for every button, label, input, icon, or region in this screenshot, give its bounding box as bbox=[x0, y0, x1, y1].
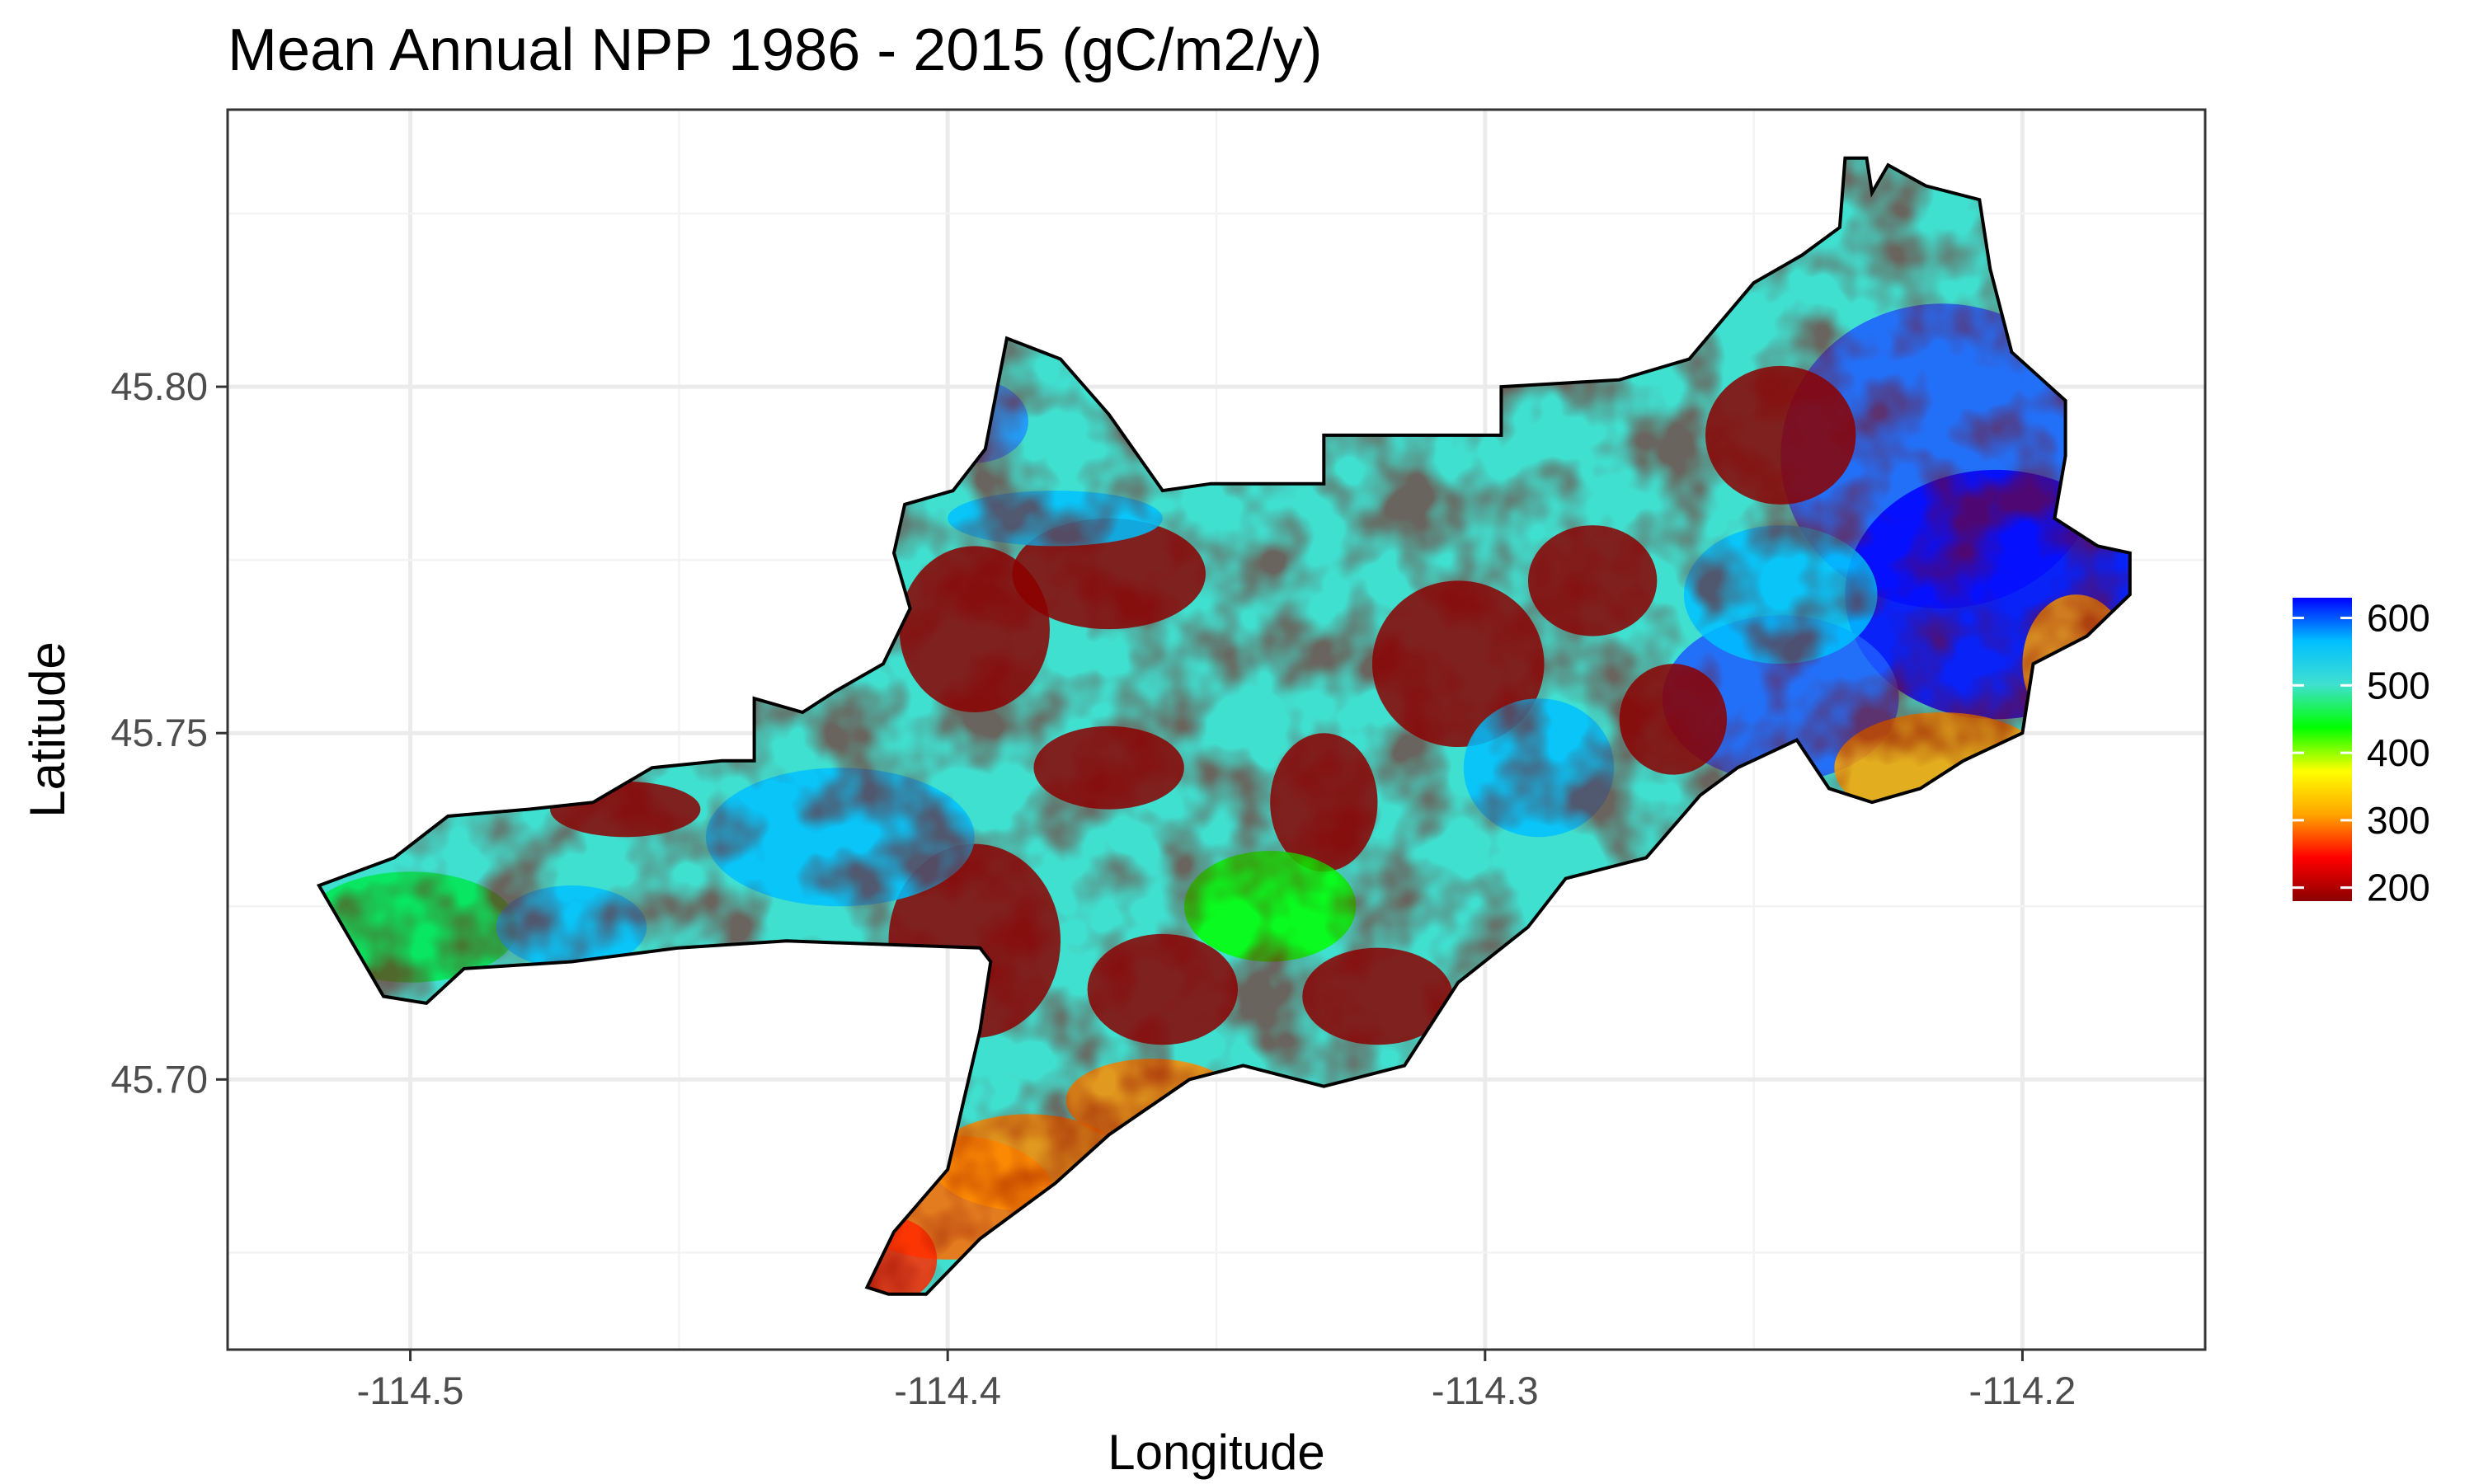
legend-label: 500 bbox=[2367, 664, 2430, 707]
y-tick-label: 45.70 bbox=[111, 1057, 208, 1101]
x-tick-label: -114.4 bbox=[894, 1369, 1001, 1412]
panel-border bbox=[226, 108, 2207, 1351]
y-axis-ticks: 45.70 45.75 45.80 bbox=[111, 364, 228, 1101]
chart-title: Mean Annual NPP 1986 - 2015 (gC/m2/y) bbox=[228, 17, 1322, 83]
x-tick-label: -114.3 bbox=[1432, 1369, 1539, 1412]
x-tick-label: -114.2 bbox=[1969, 1369, 2077, 1412]
y-tick-label: 45.75 bbox=[111, 711, 208, 754]
y-tick-label: 45.80 bbox=[111, 364, 208, 408]
legend-label: 300 bbox=[2367, 799, 2430, 842]
y-axis-title: Latitude bbox=[20, 641, 75, 818]
legend-label: 200 bbox=[2367, 866, 2430, 909]
x-tick-label: -114.5 bbox=[357, 1369, 464, 1412]
watershed-boundary bbox=[316, 156, 2132, 1296]
color-legend: 200 300 400 500 600 bbox=[2293, 597, 2430, 909]
legend-ticks: 200 300 400 500 600 bbox=[2293, 597, 2430, 909]
x-axis-ticks: -114.5 -114.4 -114.3 -114.2 bbox=[357, 1350, 2077, 1412]
x-axis-title: Longitude bbox=[1108, 1425, 1325, 1480]
legend-label: 600 bbox=[2367, 597, 2430, 640]
legend-label: 400 bbox=[2367, 731, 2430, 774]
legend-colorbar bbox=[2293, 598, 2352, 901]
